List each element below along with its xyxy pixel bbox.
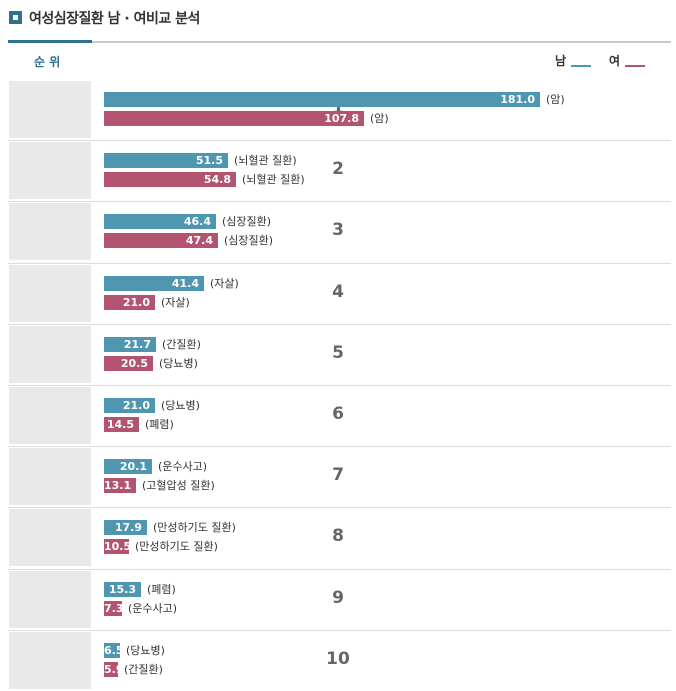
bar-value-label: 21.7 <box>123 338 151 351</box>
bar-male <box>104 643 120 658</box>
rank-cell <box>9 142 91 199</box>
rank-cell <box>9 632 91 689</box>
cause-label: (간질환) <box>124 663 163 676</box>
bar-value-label: 107.8 <box>324 112 359 125</box>
bar-female <box>104 417 139 432</box>
bar-value-label: 6.5 <box>104 644 124 657</box>
legend-male-label: 남 <box>555 54 567 68</box>
bar-value-label: 13.1 <box>104 479 132 492</box>
rank-number: 7 <box>332 465 344 485</box>
chart-title-bar: 여성심장질환 남 · 여비교 분석 <box>0 0 676 42</box>
cause-label: (암) <box>370 112 389 125</box>
rank-number: 4 <box>332 282 344 302</box>
cause-label: (당뇨병) <box>159 357 198 370</box>
cause-label: (만성하기도 질환) <box>135 540 218 553</box>
bar-value-label: 47.4 <box>185 234 213 247</box>
row-divider <box>8 140 671 141</box>
row-divider <box>8 201 671 202</box>
square-bullet-icon <box>9 11 22 24</box>
rank-cell <box>9 265 91 322</box>
bar-male <box>104 276 204 291</box>
rank-number: 2 <box>332 159 344 179</box>
chart-title: 여성심장질환 남 · 여비교 분석 <box>29 11 200 27</box>
header-divider <box>8 41 671 43</box>
rank-cell <box>9 326 91 383</box>
rank-number: 1 <box>332 98 344 118</box>
header-accent-line <box>8 40 92 43</box>
rank-number: 3 <box>332 220 344 240</box>
bar-value-label: 181.0 <box>500 93 535 106</box>
row-divider <box>8 324 671 325</box>
row-divider <box>8 446 671 447</box>
bar-female <box>104 662 118 677</box>
bar-male <box>104 214 216 229</box>
bar-male <box>104 520 147 535</box>
bar-value-label: 17.9 <box>114 521 142 534</box>
cause-label: (운수사고) <box>158 460 208 473</box>
bar-male <box>104 92 540 107</box>
bar-value-label: 7.3 <box>104 602 124 615</box>
bar-male <box>104 582 141 597</box>
row-divider <box>8 385 671 386</box>
rank-column-header: 순 위 <box>34 55 61 69</box>
rank-number: 8 <box>332 526 344 546</box>
bar-value-label: 20.5 <box>120 357 148 370</box>
bar-value-label: 5.9 <box>104 662 124 677</box>
cause-label: (폐렴) <box>145 418 174 431</box>
bar-female <box>104 233 218 248</box>
bar-value-label: 15.3 <box>108 583 136 596</box>
legend-female-label: 여 <box>609 54 621 68</box>
cause-label: (간질환) <box>162 338 201 351</box>
cause-label: (자살) <box>210 277 239 290</box>
bar-male <box>104 153 228 168</box>
bar-female <box>104 295 155 310</box>
row-divider <box>8 507 671 508</box>
bar-value-label: 51.5 <box>195 154 223 167</box>
legend-male-swatch <box>571 65 591 67</box>
rank-cell <box>9 387 91 444</box>
cause-label: (자살) <box>161 296 190 309</box>
bar-male <box>104 337 156 352</box>
bar-female <box>104 172 236 187</box>
rank-number: 6 <box>332 404 344 424</box>
bar-male <box>104 398 155 413</box>
bar-value-label: 21.0 <box>122 399 150 412</box>
cause-label: (암) <box>546 93 565 106</box>
bar-female <box>104 478 136 493</box>
bar-female <box>104 601 122 616</box>
bar-female <box>104 111 364 126</box>
row-divider <box>8 569 671 570</box>
bar-value-label: 20.1 <box>119 460 147 473</box>
bar-value-label: 14.5 <box>106 418 134 431</box>
rank-cell <box>9 509 91 566</box>
rank-number: 9 <box>332 588 344 608</box>
bar-value-label: 54.8 <box>203 173 231 186</box>
bar-value-label: 46.4 <box>183 215 211 228</box>
row-divider <box>8 630 671 631</box>
bar-male <box>104 459 152 474</box>
cause-label: (심장질환) <box>224 234 274 247</box>
cause-label: (고혈압성 질환) <box>142 479 215 492</box>
rank-cell <box>9 448 91 505</box>
cause-label: (운수사고) <box>128 602 178 615</box>
cause-label: (당뇨병) <box>126 644 165 657</box>
cause-label: (뇌혈관 질환) <box>242 173 305 186</box>
legend-female-swatch <box>625 65 645 67</box>
row-divider <box>8 263 671 264</box>
rank-number: 5 <box>332 343 344 363</box>
bar-value-label: 21.0 <box>122 296 150 309</box>
bar-value-label: 10.5 <box>104 540 132 553</box>
rank-cell <box>9 571 91 628</box>
rank-number: 10 <box>326 649 350 669</box>
cause-label: (만성하기도 질환) <box>153 521 236 534</box>
cause-label: (심장질환) <box>222 215 272 228</box>
cause-label: (폐렴) <box>147 583 176 596</box>
bar-female <box>104 356 153 371</box>
bar-female <box>104 539 129 554</box>
rank-cell <box>9 203 91 260</box>
cause-label: (뇌혈관 질환) <box>234 154 297 167</box>
rank-cell <box>9 81 91 138</box>
bar-value-label: 41.4 <box>171 277 199 290</box>
cause-label: (당뇨병) <box>161 399 200 412</box>
